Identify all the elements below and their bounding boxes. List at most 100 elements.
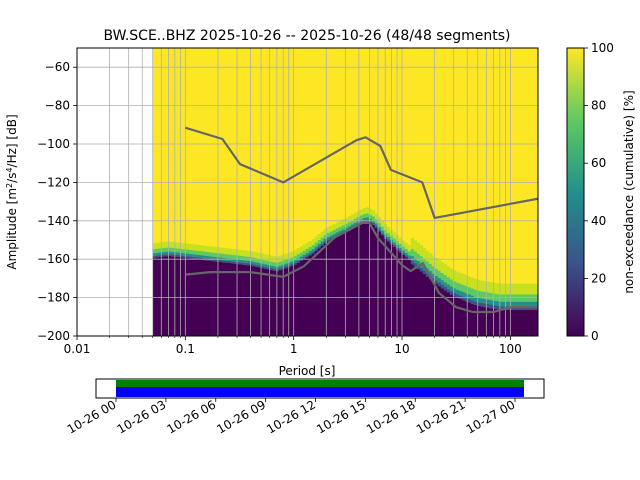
- heatmap-column: [158, 242, 163, 249]
- heatmap-column: [227, 263, 232, 336]
- heatmap-column: [440, 262, 445, 273]
- timeline-coverage-bar: [116, 380, 524, 387]
- heatmap-column: [506, 294, 511, 302]
- heatmap-column: [497, 309, 502, 336]
- heatmap-column: [443, 275, 448, 283]
- heatmap-column: [380, 230, 385, 234]
- heatmap-column: [320, 231, 325, 238]
- heatmap-column: [320, 243, 325, 246]
- timeline-tick-label: 10-26 00: [65, 397, 119, 436]
- heatmap-column: [404, 257, 409, 336]
- heatmap-column: [275, 256, 280, 263]
- heatmap-column: [185, 249, 190, 254]
- heatmap-column: [230, 258, 235, 262]
- heatmap-column: [203, 251, 208, 256]
- heatmap-column: [482, 303, 487, 308]
- heatmap-column: [536, 294, 538, 302]
- heatmap-column: [266, 254, 271, 261]
- heatmap-column: [242, 264, 247, 336]
- heatmap-column: [521, 301, 526, 307]
- heatmap-column: [527, 309, 532, 336]
- heatmap-column: [407, 245, 412, 252]
- heatmap-column: [305, 248, 310, 253]
- heatmap-column: [443, 286, 448, 291]
- heatmap-column: [530, 301, 535, 307]
- heatmap-column: [200, 245, 205, 252]
- heatmap-column: [266, 269, 271, 336]
- heatmap-column: [332, 238, 337, 336]
- heatmap-column: [518, 294, 523, 302]
- heatmap-column: [269, 268, 274, 271]
- heatmap-column: [359, 209, 364, 216]
- heatmap-column: [509, 283, 514, 295]
- heatmap-column: [356, 217, 361, 222]
- heatmap-column: [323, 238, 328, 242]
- heatmap-column: [188, 249, 193, 254]
- heatmap-column: [308, 241, 313, 248]
- heatmap-column: [470, 300, 475, 304]
- heatmap-column: [518, 309, 523, 336]
- heatmap-column: [488, 292, 493, 301]
- heatmap-column: [446, 284, 451, 289]
- heatmap-column: [437, 270, 442, 279]
- heatmap-column: [185, 243, 190, 250]
- heatmap-column: [371, 220, 376, 223]
- heatmap-column: [293, 264, 298, 336]
- heatmap-column: [332, 234, 337, 237]
- heatmap-column: [245, 265, 250, 336]
- heatmap-column: [431, 266, 436, 274]
- heatmap-column: [287, 265, 292, 268]
- heatmap-column: [224, 262, 229, 336]
- heatmap-column: [155, 257, 160, 336]
- heatmap-column: [170, 251, 175, 255]
- heatmap-column: [527, 283, 532, 295]
- heatmap-column: [362, 222, 367, 336]
- heatmap-column: [170, 254, 175, 257]
- heatmap-column: [386, 239, 391, 242]
- heatmap-column: [467, 302, 472, 336]
- x-axis-ticks: 0.01 0.1 1 10 100: [64, 336, 522, 356]
- y-tick-label: −160: [37, 252, 70, 266]
- heatmap-column: [419, 267, 424, 272]
- heatmap-column: [152, 243, 157, 250]
- heatmap-column: [194, 250, 199, 255]
- heatmap-column: [455, 271, 460, 283]
- heatmap-column: [287, 252, 292, 259]
- heatmap-column: [161, 252, 166, 255]
- heatmap-column: [452, 296, 457, 336]
- heatmap-column: [434, 257, 439, 269]
- heatmap-column: [326, 237, 331, 240]
- ppsd-plot-area: 0.01 0.1 1 10 100 −60 −80 −100 −120 −140 −160 −180…: [37, 47, 539, 356]
- heatmap-column: [242, 260, 247, 263]
- heatmap-column: [158, 254, 163, 257]
- heatmap-column: [476, 290, 481, 298]
- heatmap-column: [290, 264, 295, 267]
- x-tick-label: 1: [290, 342, 298, 356]
- heatmap-column: [377, 227, 382, 230]
- heatmap-column: [356, 221, 361, 224]
- heatmap-column: [251, 251, 256, 258]
- heatmap-column: [380, 233, 385, 236]
- heatmap-column: [419, 263, 424, 268]
- heatmap-column: [509, 309, 514, 336]
- heatmap-column: [398, 247, 403, 251]
- heatmap-column: [194, 257, 199, 260]
- noise-model-nhnm: [184, 126, 538, 219]
- heatmap-column: [365, 217, 370, 220]
- heatmap-column: [371, 216, 376, 221]
- heatmap-column: [407, 251, 412, 256]
- heatmap-column: [377, 223, 382, 228]
- heatmap-column: [182, 253, 187, 256]
- heatmap-column: [455, 289, 460, 295]
- heatmap-column: [377, 229, 382, 232]
- heatmap-column: [329, 231, 334, 236]
- heatmap-column: [533, 301, 538, 307]
- heatmap-column: [278, 270, 283, 336]
- heatmap-column: [464, 286, 469, 294]
- heatmap-column: [254, 264, 259, 267]
- heatmap-column: [371, 210, 376, 217]
- heatmap-column: [449, 286, 454, 291]
- heatmap-column: [494, 301, 499, 306]
- heatmap-column: [473, 304, 478, 336]
